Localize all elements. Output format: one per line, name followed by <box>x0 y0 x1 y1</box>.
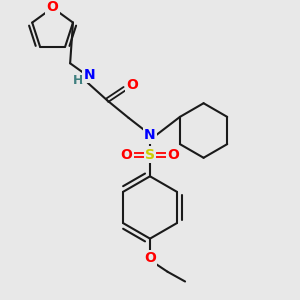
Text: O: O <box>144 251 156 265</box>
Text: N: N <box>144 128 156 142</box>
Text: O: O <box>167 148 179 162</box>
Text: O: O <box>127 78 138 92</box>
Text: O: O <box>47 0 58 14</box>
Text: O: O <box>121 148 133 162</box>
Text: H: H <box>73 74 83 87</box>
Text: S: S <box>145 148 155 162</box>
Text: N: N <box>84 68 95 82</box>
